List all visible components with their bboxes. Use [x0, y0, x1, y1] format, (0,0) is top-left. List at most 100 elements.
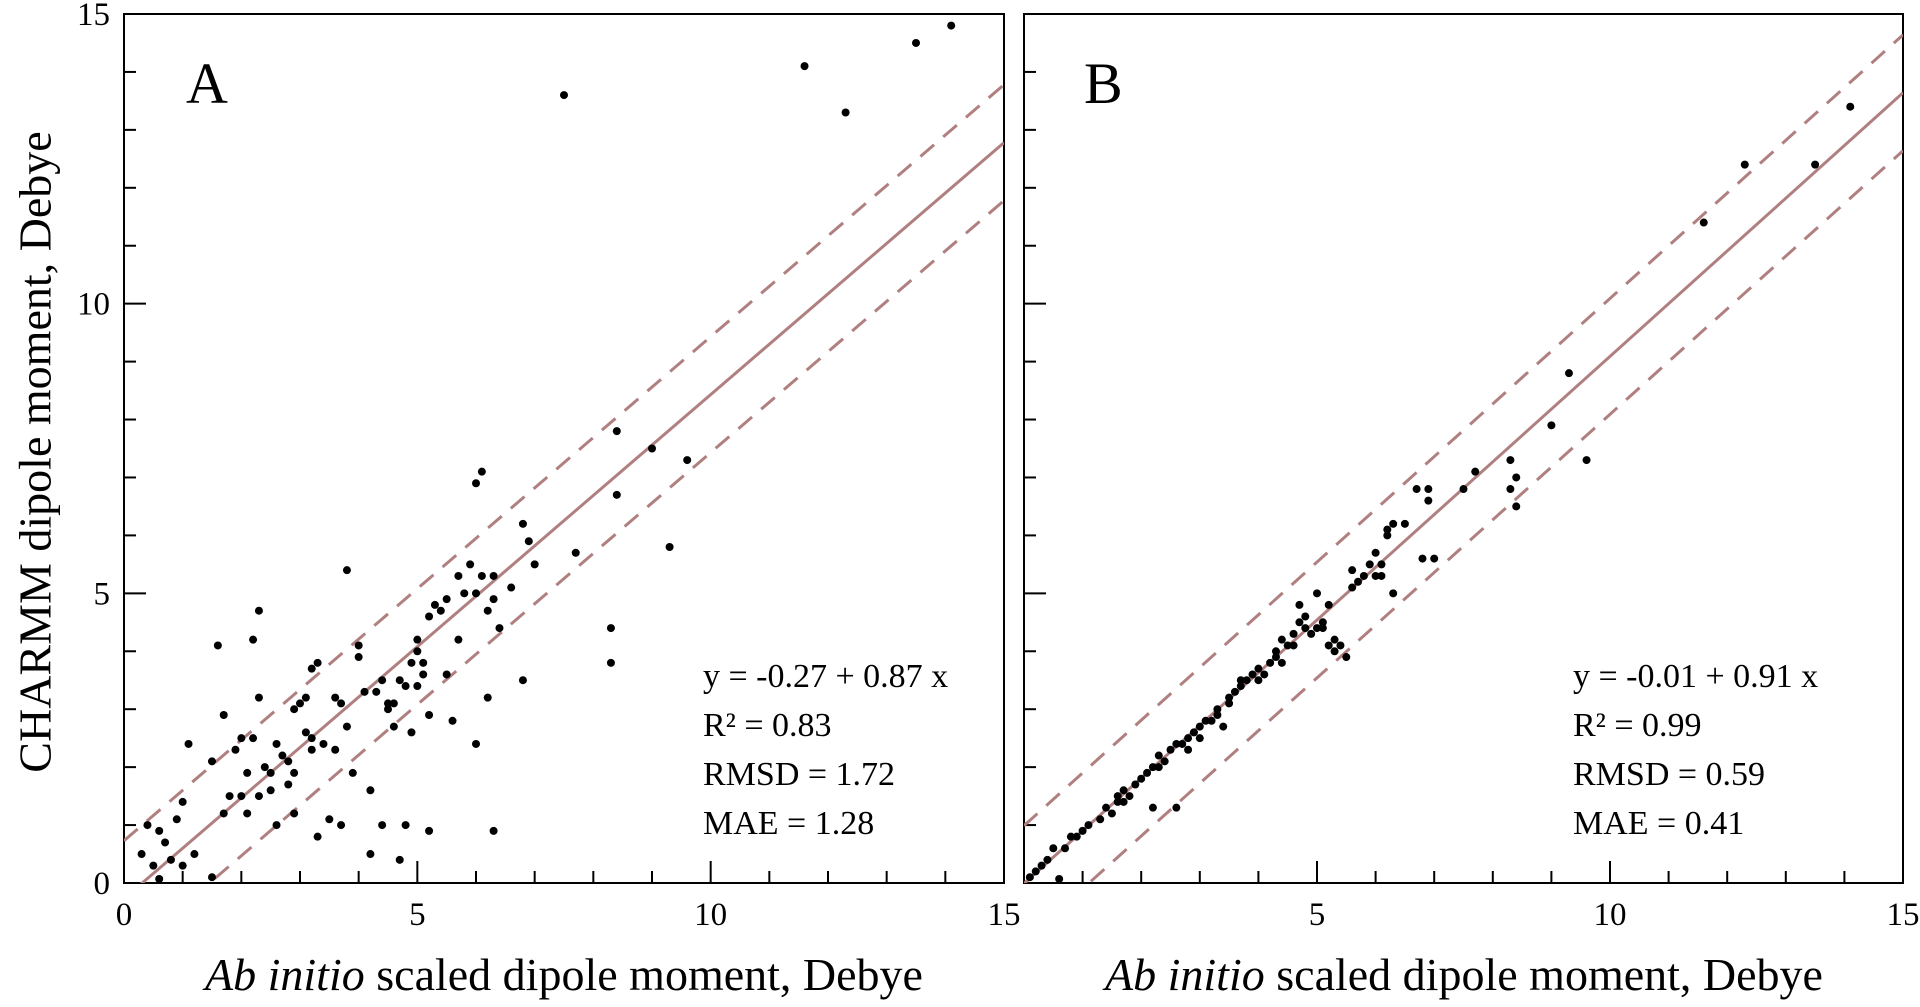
panel-b-data-point — [1207, 716, 1216, 725]
panel-b-data-point — [1271, 647, 1280, 656]
panel-b-data-point — [1119, 786, 1128, 795]
panel-a-data-point — [331, 693, 340, 702]
panel-a-data-point — [290, 705, 299, 714]
panel-b-data-point — [1377, 560, 1386, 569]
panel-b-data-point — [1031, 867, 1040, 876]
panel-a-y-tick-label: 10 — [77, 287, 110, 323]
panel-a-y-tick-label: 0 — [94, 866, 111, 902]
panel-a-letter: A — [186, 51, 228, 116]
panel-b-data-point — [1137, 774, 1146, 783]
panel-b-data-point — [1242, 676, 1251, 685]
panel-b-data-point — [1230, 687, 1239, 696]
panel-b-x-tick-label: 5 — [1309, 897, 1326, 933]
panel-a-data-point — [231, 745, 240, 754]
panel-b-data-point — [1289, 629, 1298, 638]
panel-a-data-point — [372, 687, 381, 696]
panel-a-data-point — [378, 676, 387, 685]
panel-b-data-point — [1699, 218, 1708, 227]
panel-a-data-point — [395, 676, 404, 685]
panel-a-data-point — [413, 682, 422, 691]
panel-b-data-point — [1295, 618, 1304, 627]
panel-a-data-point — [366, 786, 375, 795]
panel-a-data-point — [524, 537, 533, 546]
panel-b-data-point — [1506, 456, 1515, 465]
panel-a-data-point — [460, 589, 469, 598]
panel-b-data-point — [1418, 554, 1427, 563]
panel-a-data-point — [266, 786, 275, 795]
panel-b-points — [1025, 102, 1855, 883]
panel-a-x-tick-label: 5 — [409, 897, 426, 933]
panel-a-data-point — [137, 850, 146, 859]
panel-a-data-point — [342, 566, 351, 575]
panel-a-stat-rmsd: RMSD = 1.72 — [703, 756, 895, 793]
panel-b-data-point — [1154, 763, 1163, 772]
panel-a-data-point — [947, 21, 956, 30]
panel-b-data-point — [1301, 624, 1310, 633]
panel-a-data-point — [266, 768, 275, 777]
panel-a-data-point — [313, 658, 322, 667]
panel-a-data-point — [254, 606, 263, 615]
panel-a-data-point — [606, 658, 615, 667]
panel-b-data-point — [1330, 647, 1339, 656]
panel-b-stat-r2: R² = 0.99 — [1573, 707, 1702, 744]
panel-a-data-point — [442, 670, 451, 679]
panel-b-ticks — [1023, 13, 1904, 884]
panel-b-data-point — [1189, 728, 1198, 737]
panel-b-data-point — [1348, 566, 1357, 575]
panel-a-x-axis-title: Ab initio scaled dipole moment, Debye — [202, 949, 923, 1000]
panel-a-data-point — [225, 792, 234, 801]
panel-a-data-point — [560, 91, 568, 100]
panel-a-data-point — [912, 38, 920, 47]
panel-a-data-point — [477, 467, 486, 476]
panel-b-data-point — [1383, 531, 1392, 540]
panel-a-data-point — [290, 768, 299, 777]
panel-b-data-point — [1260, 670, 1269, 679]
panel-b-data-point — [1389, 589, 1398, 598]
panel-a-data-point — [395, 855, 404, 864]
panel-a-data-point — [307, 734, 316, 743]
panel-a-data-point — [442, 595, 451, 604]
panel-a-data-point — [800, 62, 809, 71]
panel-a-data-point — [278, 751, 287, 760]
panel-a-data-point — [571, 548, 580, 557]
panel-a-data-point — [337, 821, 346, 830]
panel-a-data-point — [378, 821, 387, 830]
panel-b-data-point — [1119, 797, 1128, 806]
panel-a-data-point — [161, 838, 170, 847]
panel-a-data-point — [319, 739, 328, 748]
panel-a-data-point — [518, 676, 527, 685]
panel-b-data-point — [1342, 653, 1351, 662]
panel-a-tick-labels: 0 5 10 15 0 5 10 15 — [77, 0, 1021, 933]
panel-a-x-tick-label: 15 — [988, 897, 1021, 933]
panel-a-data-point — [448, 716, 457, 725]
panel-a-data-point — [178, 797, 187, 806]
panel-b-stat-rmsd: RMSD = 0.59 — [1573, 756, 1765, 793]
panel-a-data-point — [489, 826, 498, 835]
panel-a: 0 5 10 15 0 5 10 15 A y = -0.27 + 0.87 x R² = 0… — [77, 0, 1021, 1000]
panel-b-data-point — [1459, 485, 1468, 494]
panel-a-data-point — [348, 768, 357, 777]
panel-b-data-point — [1412, 485, 1421, 494]
panel-b-data-point — [1471, 467, 1480, 476]
panel-b-data-point — [1383, 525, 1392, 534]
panel-a-data-point — [307, 745, 316, 754]
panel-b-data-point — [1078, 826, 1087, 835]
panel-b-data-point — [1389, 519, 1398, 528]
panel-a-data-point — [419, 658, 428, 667]
panel-a-data-point — [612, 427, 621, 436]
panel-b-x-tick-label: 10 — [1594, 897, 1627, 933]
panel-a-data-point — [284, 757, 293, 766]
panel-a-data-point — [648, 444, 656, 453]
panel-a-data-point — [436, 606, 445, 615]
panel-b-data-point — [1213, 705, 1222, 714]
panel-a-data-point — [290, 809, 299, 818]
panel-a-data-point — [166, 855, 175, 864]
panel-b-data-point — [1236, 676, 1245, 685]
panel-a-data-point — [841, 108, 850, 117]
panel-a-data-point — [237, 734, 246, 743]
panel-a-data-point — [243, 768, 252, 777]
panel-a-data-point — [354, 653, 363, 662]
panel-a-data-point — [425, 710, 434, 719]
panel-a-y-tick-label: 5 — [94, 576, 111, 612]
